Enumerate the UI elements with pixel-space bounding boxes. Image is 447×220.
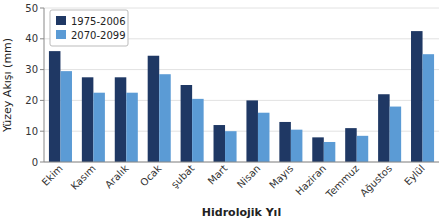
x-tick-label: Ocak xyxy=(138,162,164,188)
legend-swatch xyxy=(56,30,66,39)
bar xyxy=(246,100,258,162)
bar xyxy=(312,137,324,162)
y-tick-label: 10 xyxy=(25,126,38,137)
bar xyxy=(357,136,369,162)
legend-box xyxy=(50,10,128,46)
x-tick-label: Kasım xyxy=(69,163,98,192)
x-tick-label: Nisan xyxy=(235,163,263,191)
y-tick-label: 20 xyxy=(25,95,38,106)
y-axis-label: Yüzey Akışı (mm) xyxy=(1,38,14,133)
bars xyxy=(49,31,434,162)
y-tick xyxy=(40,38,44,39)
x-tick-label: Temmuz xyxy=(323,163,361,201)
grid xyxy=(40,8,439,162)
bar xyxy=(60,71,72,162)
grid-line xyxy=(44,162,439,163)
y-axis xyxy=(44,8,45,162)
y-tick-label: 0 xyxy=(32,157,38,168)
grid-line xyxy=(44,69,439,70)
y-tick xyxy=(40,162,44,163)
bar xyxy=(126,93,138,162)
y-tick-label: 40 xyxy=(25,33,38,44)
x-axis xyxy=(44,162,439,163)
bar xyxy=(258,113,270,162)
x-tick-label: Mart xyxy=(206,163,230,187)
bar xyxy=(214,125,226,162)
bar xyxy=(411,31,423,162)
y-tick xyxy=(40,69,44,70)
bar xyxy=(378,94,390,162)
x-tick-label: Ekim xyxy=(40,163,65,188)
bar xyxy=(345,128,357,162)
x-tick-label: Mayıs xyxy=(267,163,295,191)
bar xyxy=(192,99,204,162)
legend: 1975-2006 2070-2099 xyxy=(50,10,128,46)
grid-line xyxy=(44,8,439,9)
y-tick xyxy=(40,100,44,101)
y-tick-label: 50 xyxy=(25,3,38,14)
bar xyxy=(423,54,435,162)
x-tick-label: Aralık xyxy=(103,162,131,190)
chart-svg: 0 10 20 30 40 50 EkimKasımAralık Ocakşubat MartN… xyxy=(0,0,447,220)
bar xyxy=(115,77,127,162)
x-axis-label: Hidrolojik Yıl xyxy=(202,206,281,219)
y-tick xyxy=(40,8,44,9)
bar xyxy=(225,131,237,162)
x-tick-label: Eylül xyxy=(402,163,427,188)
chart-container: 0 10 20 30 40 50 EkimKasımAralık Ocakşubat MartN… xyxy=(0,0,447,220)
bar xyxy=(159,74,171,162)
x-tick-label: Ağustos xyxy=(358,163,394,199)
bar xyxy=(279,122,291,162)
bar xyxy=(93,93,105,162)
bar xyxy=(181,85,193,162)
bar xyxy=(324,142,336,162)
legend-swatch xyxy=(56,16,66,25)
legend-label: 2070-2099 xyxy=(71,30,126,41)
bar xyxy=(291,130,303,162)
bar xyxy=(390,107,402,162)
y-tick xyxy=(40,131,44,132)
x-tick-label: şubat xyxy=(169,163,197,191)
legend-label: 1975-2006 xyxy=(71,16,126,27)
y-tick-label: 30 xyxy=(25,64,38,75)
bar xyxy=(49,51,61,162)
bar xyxy=(82,77,94,162)
bar xyxy=(148,56,160,162)
